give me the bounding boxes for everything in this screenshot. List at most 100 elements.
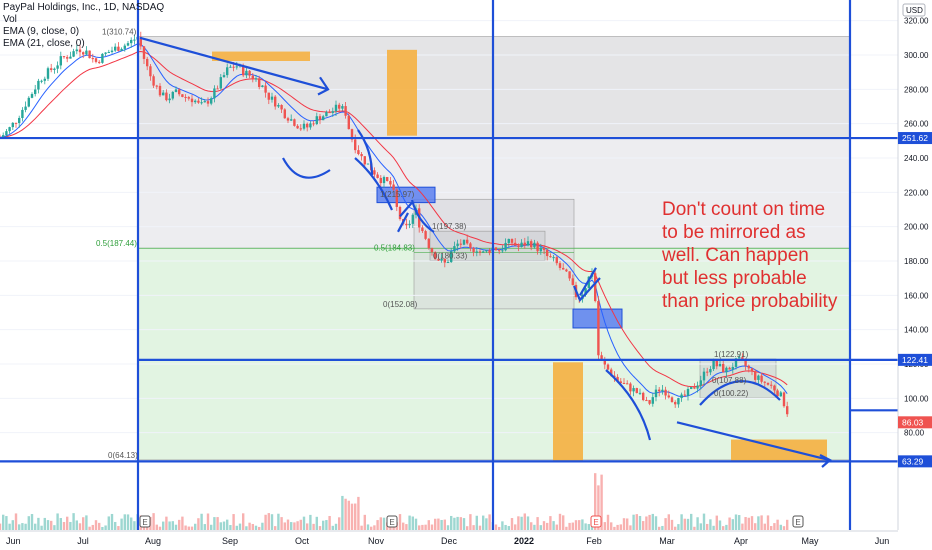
currency-badge[interactable]	[902, 3, 926, 17]
time-axis[interactable]	[0, 531, 932, 550]
candle-body	[50, 68, 53, 70]
volume-bar	[34, 523, 37, 530]
volume-bar	[126, 514, 130, 530]
candle-body	[584, 288, 587, 295]
candle-body	[542, 247, 546, 250]
candle-body	[37, 80, 40, 90]
candle-body	[14, 122, 18, 124]
volume-bar	[635, 514, 638, 530]
annotation-note: Don't count on time to be mirrored as we…	[662, 198, 862, 313]
candle-body	[171, 91, 174, 99]
x-tick-label: Jun	[875, 536, 890, 546]
volume-bar	[27, 516, 30, 530]
drawn-curve-3[interactable]	[410, 199, 435, 233]
candle-body	[347, 115, 350, 130]
candle-body	[530, 241, 533, 248]
candle-body	[597, 301, 600, 356]
volume-bar	[642, 521, 645, 530]
volume-bar	[8, 523, 11, 530]
volume-bar	[549, 516, 552, 530]
trend-line-11[interactable]	[397, 212, 409, 233]
trend-line-8[interactable]	[139, 36, 329, 91]
earnings-marker[interactable]	[792, 515, 804, 528]
volume-bar	[82, 517, 85, 530]
volume-bar	[171, 521, 174, 530]
volume-bar	[242, 513, 245, 530]
time-box-1	[212, 51, 310, 61]
candle-body	[504, 242, 507, 251]
legend-title: PayPal Holdings, Inc., 1D, NASDAQ	[3, 2, 165, 13]
volume-bar	[514, 524, 517, 530]
drawn-curve-7[interactable]	[357, 129, 374, 176]
price-axis[interactable]	[898, 0, 932, 550]
candle-body	[437, 259, 440, 261]
candle-body	[389, 180, 392, 185]
trend-line-9[interactable]	[676, 421, 831, 462]
candle-body	[306, 123, 309, 128]
candle-body	[754, 371, 757, 380]
volume-bar	[78, 523, 82, 530]
candle-body	[757, 375, 760, 380]
candle-body	[626, 383, 629, 385]
candle-body	[142, 46, 146, 59]
drawn-curve-4[interactable]	[572, 277, 601, 303]
volume-bar	[69, 521, 72, 530]
volume-bar	[357, 496, 360, 530]
candle-body	[85, 50, 88, 55]
candle-body	[558, 263, 562, 268]
candle-body	[213, 88, 216, 99]
trend-line-12[interactable]	[579, 267, 597, 296]
candle-body	[379, 177, 382, 184]
candle-body	[232, 66, 235, 68]
earnings-marker[interactable]	[139, 515, 151, 528]
earnings-marker[interactable]	[590, 515, 602, 528]
candle-body	[24, 106, 27, 110]
candle-body	[43, 78, 46, 81]
candle-body	[741, 357, 744, 360]
volume-bar	[133, 521, 136, 530]
drawn-curve-2[interactable]	[354, 157, 394, 211]
candle-body	[264, 85, 267, 93]
volume-bar	[437, 518, 440, 530]
candle-body	[520, 242, 523, 247]
candle-body	[443, 258, 446, 263]
volume-bar	[523, 513, 526, 530]
candle-body	[600, 355, 603, 361]
earnings-marker[interactable]	[386, 515, 398, 528]
volume-bar	[66, 516, 69, 530]
candle-body	[78, 49, 82, 53]
trend-line-10[interactable]	[399, 201, 413, 218]
candle-body	[562, 267, 565, 270]
candle-body	[450, 251, 453, 263]
volume-bar	[411, 516, 414, 530]
volume-bar	[542, 521, 546, 530]
note-line-3: well. Can happen	[662, 245, 809, 266]
drawn-curve-1[interactable]	[282, 157, 331, 179]
candle-body	[744, 359, 747, 366]
candle-body	[411, 214, 414, 224]
drawn-curve-6[interactable]	[699, 380, 781, 406]
candle-body	[475, 251, 478, 253]
candle-body	[104, 52, 107, 54]
candle-body	[770, 384, 773, 386]
volume-bar	[264, 514, 267, 530]
volume-bar	[14, 513, 18, 530]
candle-body	[430, 248, 434, 253]
volume-bar	[0, 523, 2, 530]
volume-bar	[203, 524, 206, 530]
volume-bar	[632, 514, 635, 530]
candle-body	[235, 66, 238, 68]
candle-body	[392, 184, 395, 190]
volume-bar	[693, 526, 696, 530]
x-tick-label: Aug	[145, 536, 161, 546]
drawn-curve-5[interactable]	[605, 369, 652, 441]
volume-bar	[56, 513, 59, 530]
candle-body	[763, 381, 766, 383]
candle-body	[654, 389, 658, 398]
x-tick-label: Nov	[368, 536, 385, 546]
candle-body	[395, 189, 398, 207]
volume-bar	[427, 520, 430, 530]
volume-bar	[283, 522, 286, 530]
